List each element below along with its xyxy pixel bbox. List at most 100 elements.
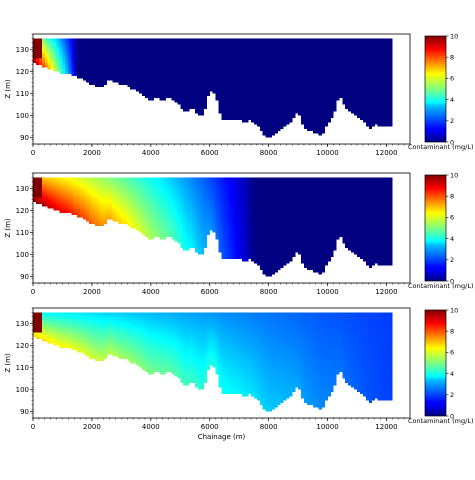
concentration-cell — [309, 126, 314, 129]
concentration-cell — [109, 212, 113, 216]
concentration-cell — [342, 56, 346, 59]
concentration-cell — [248, 64, 252, 68]
concentration-cell — [309, 102, 314, 105]
concentration-cell — [386, 51, 390, 55]
concentration-cell — [245, 67, 249, 70]
concentration-cell — [41, 64, 46, 68]
concentration-cell — [165, 201, 169, 205]
concentration-cell — [230, 84, 234, 88]
concentration-cell — [144, 181, 149, 185]
concentration-cell — [312, 49, 317, 52]
concentration-cell — [136, 188, 140, 191]
concentration-cell — [115, 214, 119, 218]
concentration-cell — [200, 86, 205, 90]
concentration-cell — [371, 111, 375, 114]
concentration-cell — [189, 82, 193, 85]
concentration-cell — [180, 86, 184, 90]
concentration-cell — [356, 104, 361, 107]
concentration-cell — [97, 184, 102, 187]
concentration-cell — [47, 188, 51, 191]
concentration-cell — [295, 100, 299, 103]
concentration-cell — [292, 113, 296, 116]
concentration-cell — [77, 188, 81, 191]
concentration-cell — [312, 60, 317, 63]
concentration-cell — [180, 192, 184, 196]
concentration-cell — [336, 53, 340, 57]
concentration-cell — [180, 73, 184, 77]
concentration-cell — [144, 214, 149, 218]
concentration-cell — [389, 82, 393, 85]
concentration-cell — [139, 42, 143, 46]
concentration-cell — [356, 86, 361, 90]
concentration-cell — [83, 195, 87, 198]
concentration-cell — [227, 38, 231, 41]
concentration-cell — [156, 181, 160, 185]
concentration-cell — [121, 195, 125, 198]
concentration-cell — [144, 67, 149, 70]
concentration-cell — [88, 45, 93, 48]
concentration-cell — [136, 45, 140, 48]
concentration-cell — [365, 104, 370, 107]
concentration-cell — [298, 40, 302, 44]
concentration-cell — [197, 84, 202, 88]
concentration-cell — [56, 62, 60, 66]
concentration-cell — [321, 106, 325, 110]
concentration-cell — [386, 38, 390, 41]
concentration-cell — [100, 38, 104, 41]
concentration-cell — [342, 64, 346, 68]
concentration-cell — [230, 86, 234, 90]
concentration-cell — [259, 93, 264, 96]
concentration-cell — [324, 47, 328, 50]
concentration-cell — [59, 71, 63, 74]
concentration-cell — [168, 78, 172, 81]
concentration-cell — [274, 75, 278, 79]
concentration-cell — [177, 225, 181, 229]
concentration-cell — [118, 188, 122, 191]
concentration-cell — [86, 71, 90, 74]
concentration-cell — [215, 93, 219, 96]
concentration-cell — [118, 208, 122, 211]
concentration-cell — [354, 47, 358, 50]
concentration-cell — [156, 195, 160, 198]
concentration-cell — [377, 113, 381, 116]
concentration-cell — [259, 111, 264, 114]
concentration-cell — [127, 62, 131, 66]
concentration-cell — [127, 184, 131, 187]
concentration-cell — [245, 47, 249, 50]
concentration-cell — [268, 111, 272, 114]
concentration-cell — [203, 38, 208, 41]
concentration-cell — [121, 203, 125, 207]
concentration-cell — [295, 73, 299, 77]
concentration-cell — [177, 97, 181, 101]
concentration-cell — [315, 84, 319, 88]
concentration-cell — [133, 62, 137, 66]
concentration-cell — [127, 64, 131, 68]
concentration-cell — [312, 42, 317, 46]
concentration-cell — [183, 192, 187, 196]
concentration-cell — [345, 62, 349, 66]
concentration-cell — [88, 188, 93, 191]
concentration-cell — [318, 133, 322, 136]
concentration-cell — [274, 126, 278, 129]
concentration-cell — [256, 71, 261, 74]
concentration-cell — [274, 69, 278, 72]
concentration-cell — [183, 201, 187, 205]
concentration-cell — [41, 195, 46, 198]
concentration-cell — [139, 206, 143, 209]
concentration-cell — [171, 95, 175, 99]
concentration-cell — [259, 69, 264, 72]
concentration-cell — [230, 45, 234, 48]
concentration-cell — [200, 62, 205, 66]
concentration-cell — [165, 82, 169, 85]
concentration-cell — [315, 51, 319, 55]
concentration-cell — [233, 102, 237, 105]
concentration-cell — [368, 62, 373, 66]
concentration-cell — [298, 42, 302, 46]
concentration-cell — [147, 60, 152, 63]
concentration-cell — [368, 82, 373, 85]
concentration-cell — [141, 214, 146, 218]
concentration-cell — [150, 221, 155, 224]
concentration-cell — [59, 195, 63, 198]
concentration-cell — [174, 186, 178, 189]
concentration-cell — [354, 113, 358, 116]
